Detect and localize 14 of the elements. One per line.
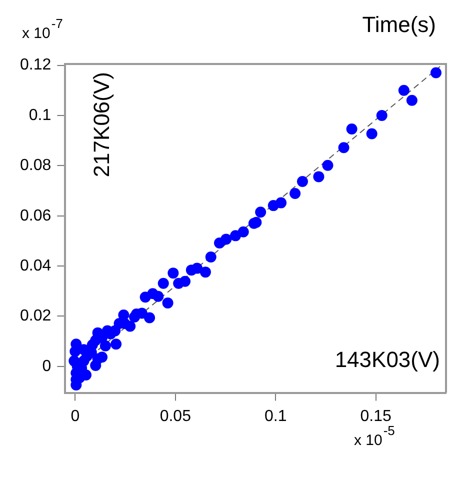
- chart-title: Time(s): [362, 12, 436, 37]
- y-tick-label: 0.04: [20, 257, 52, 274]
- y-tick-label: 0.08: [20, 157, 52, 174]
- x-tick-label: 0.1: [264, 408, 287, 425]
- x-tick-label: 0.15: [360, 408, 392, 425]
- y-tick-label: 0: [42, 358, 52, 375]
- y-axis-title: 217K06(V): [89, 72, 114, 178]
- y-tick-label: 0.12: [20, 56, 52, 74]
- x-tick-label: 0: [70, 408, 80, 425]
- x-tick-label: 0.05: [160, 408, 192, 425]
- x-axis-title: 143K03(V): [334, 346, 440, 372]
- y-tick-label: 0.02: [20, 308, 52, 325]
- y-tick-label: 0.06: [20, 207, 52, 224]
- y-tick-label: 0.1: [28, 106, 52, 124]
